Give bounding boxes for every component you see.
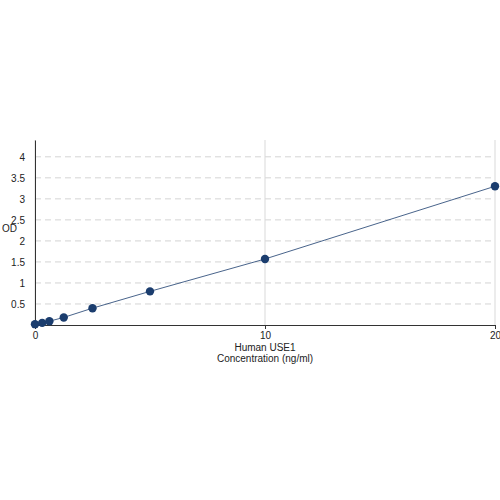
point xyxy=(38,319,46,327)
grid-line-x xyxy=(35,140,36,325)
grid-line-x xyxy=(495,140,496,325)
grid-line-x xyxy=(265,140,266,325)
x-tick-label: 20 xyxy=(490,330,500,341)
point xyxy=(146,287,154,295)
x-tick: 10 xyxy=(260,325,272,341)
x-tick-label: 10 xyxy=(260,330,272,341)
y-axis-title: OD xyxy=(2,223,17,234)
y-tick: 3 xyxy=(19,194,35,205)
point xyxy=(60,313,68,321)
y-axis-line xyxy=(35,141,36,326)
point xyxy=(491,182,499,190)
point xyxy=(45,317,53,325)
chart: 010200.511.522.533.54ODHuman USE1Concent… xyxy=(0,0,500,500)
x-tick-mark xyxy=(495,325,496,329)
x-tick: 20 xyxy=(490,325,500,341)
x-axis-title: Human USE1 xyxy=(234,342,296,353)
y-tick: 4 xyxy=(19,152,35,163)
x-axis: 0 10 20 xyxy=(33,325,500,341)
point xyxy=(31,320,39,328)
y-tick-label: 3 xyxy=(19,194,25,205)
point xyxy=(261,255,269,263)
point xyxy=(88,304,96,312)
x-axis-line xyxy=(36,326,496,330)
y-tick: 3.5 xyxy=(11,173,35,184)
x-axis-title: Concentration (ng/ml) xyxy=(217,353,313,364)
x-tick-label: 0 xyxy=(33,330,39,341)
y-tick-label: 4 xyxy=(19,152,25,163)
x-tick-mark xyxy=(265,325,266,329)
y-tick-label: 2 xyxy=(19,236,25,247)
y-tick-label: 1.5 xyxy=(11,257,25,268)
grid xyxy=(35,140,495,325)
y-tick: 0.5 xyxy=(11,299,35,310)
y-tick-label: 1 xyxy=(19,278,25,289)
y-tick: 2 xyxy=(19,236,35,247)
line xyxy=(35,186,495,324)
plot-area xyxy=(31,182,499,328)
y-tick-label: 3.5 xyxy=(11,173,25,184)
y-tick: 1 xyxy=(19,278,35,289)
y-tick-label: 0.5 xyxy=(11,299,25,310)
y-tick: 1.5 xyxy=(11,257,35,268)
